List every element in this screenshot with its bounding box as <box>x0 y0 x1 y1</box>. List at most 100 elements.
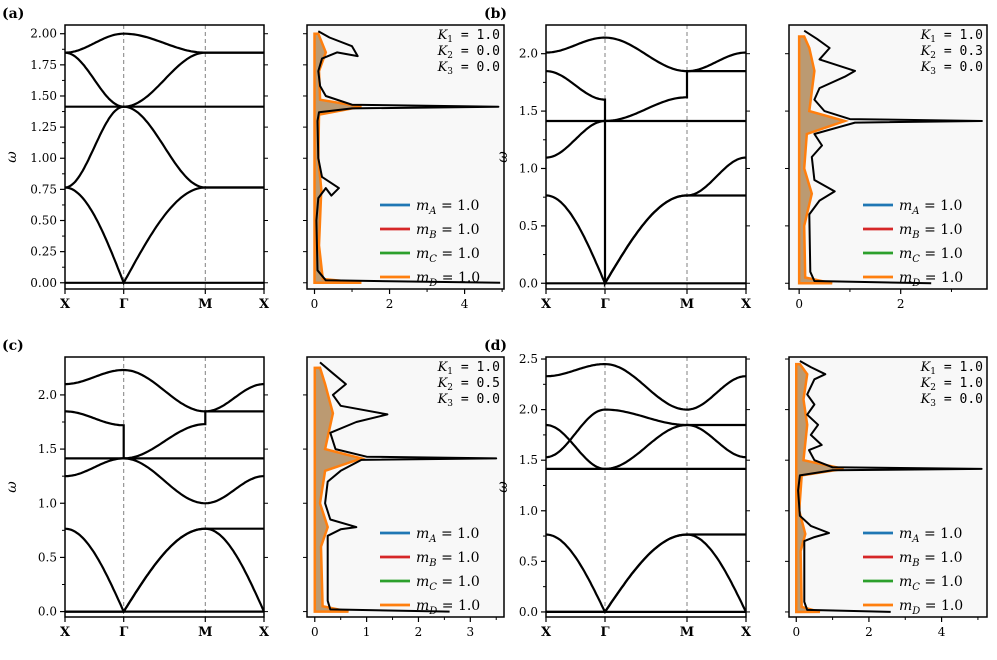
band-line <box>546 70 746 123</box>
legend: mA = 1.0 mB = 1.0 mC = 1.0 mD = 1.0 <box>380 526 480 617</box>
dos-curves <box>797 29 983 285</box>
legend-label-c: mC = 1.0 <box>416 574 480 593</box>
x-tick-label: M <box>680 297 694 312</box>
y-tick-label: 0.0 <box>38 605 57 619</box>
y-tick-label: 2.00 <box>30 27 57 41</box>
param-label-k2: K2 = 0.3 <box>920 44 983 61</box>
y-tick-label: 1.5 <box>519 104 538 118</box>
dos-x-tick-label: 1 <box>363 625 371 639</box>
dos-curves <box>313 30 501 285</box>
band-line <box>546 119 746 288</box>
dos-x-tick-label: 4 <box>938 625 946 639</box>
dos-panel-a: 0 2 4 K1 = 1.0K2 = 0.0K3 = 0.0 mA = 1.0 mB = … <box>303 24 505 311</box>
band-panel-c: 0.0 0.5 1.0 1.5 2.0 X Γ M Xω <box>4 356 270 640</box>
band-panel-d: 0.0 0.5 1.0 1.5 2.0 2.5 X Γ M Xω <box>495 352 752 640</box>
legend-label-b: mB = 1.0 <box>899 222 963 241</box>
dos-x-tick-label: 0 <box>311 297 319 311</box>
y-tick-label: 1.00 <box>30 151 57 165</box>
legend-label-c: mC = 1.0 <box>899 246 963 265</box>
y-axis-label: ω <box>4 481 20 493</box>
band-line <box>546 36 746 73</box>
dos-x-tick-label: 2 <box>386 297 394 311</box>
y-tick-label: 0.50 <box>30 214 57 228</box>
band-line <box>546 408 746 459</box>
x-tick-label: X <box>741 625 752 640</box>
x-tick-label: Γ <box>600 297 610 312</box>
band-lines <box>65 32 264 286</box>
y-tick-label: 1.75 <box>30 58 57 72</box>
param-label-k3: K3 = 0.0 <box>437 392 500 409</box>
partial-dos-fill <box>797 35 850 285</box>
y-tick-label: 1.25 <box>30 120 57 134</box>
param-label-k3: K3 = 0.0 <box>920 392 983 409</box>
plot-panels: 0.000.250.500.751.001.251.501.752.00X Γ M X… <box>4 24 988 640</box>
y-axis-label: ω <box>495 151 511 163</box>
legend-label-d: mD = 1.0 <box>416 598 480 617</box>
legend-label-c: mC = 1.0 <box>416 246 480 265</box>
param-label-k3: K3 = 0.0 <box>920 60 983 77</box>
y-tick-label: 1.5 <box>38 442 57 456</box>
band-panel-a: 0.00 0.25 0.50 0.75 1.00 1.25 1.50 1.75 2.00 X Γ M X… <box>4 24 270 312</box>
band-axes-frame <box>545 356 747 618</box>
dos-x-tick-label: 0 <box>311 625 319 639</box>
band-panel-b: 0.0 0.5 1.0 1.5 2.0 X Γ M Xω <box>495 24 752 312</box>
x-tick-label: X <box>541 625 552 640</box>
band-line <box>546 533 746 615</box>
y-axis-label: ω <box>495 481 511 493</box>
dos-x-tick-label: 2 <box>897 297 905 311</box>
legend-label-b: mB = 1.0 <box>416 550 480 569</box>
legend-label-b: mB = 1.0 <box>899 550 963 569</box>
y-tick-label: 2.5 <box>519 352 538 366</box>
y-tick-label: 1.5 <box>519 453 538 467</box>
y-tick-label: 0.5 <box>38 550 57 564</box>
partial-dos-fill <box>313 366 366 613</box>
band-line <box>65 410 264 460</box>
legend-label-a: mA = 1.0 <box>899 526 962 545</box>
band-lines <box>546 36 746 288</box>
legend-label-d: mD = 1.0 <box>899 598 963 617</box>
legend-label-d: mD = 1.0 <box>416 270 480 289</box>
band-axes-frame <box>64 24 265 290</box>
param-label-k3: K3 = 0.0 <box>437 60 500 77</box>
panel-label-c: (c) <box>2 338 24 354</box>
dos-curves <box>795 360 983 614</box>
param-label-k2: K2 = 1.0 <box>920 376 983 393</box>
param-label-k2: K2 = 0.5 <box>437 376 500 393</box>
band-axes-frame <box>545 24 747 290</box>
band-lines <box>65 368 264 614</box>
y-tick-label: 0.5 <box>519 219 538 233</box>
y-tick-label: 0.0 <box>519 276 538 290</box>
x-tick-label: X <box>541 297 552 312</box>
legend-label-d: mD = 1.0 <box>899 270 963 289</box>
total-dos-line <box>315 30 501 284</box>
band-line <box>65 32 264 54</box>
dos-x-tick-label: 4 <box>461 297 469 311</box>
y-tick-label: 1.0 <box>519 504 538 518</box>
x-tick-label: M <box>198 625 212 640</box>
y-tick-label: 1.0 <box>38 496 57 510</box>
y-tick-label: 0.00 <box>30 276 57 290</box>
dos-panel-c: 0 1 2 3 K1 = 1.0K2 = 0.5K3 = 0.0 mA = 1.0 mB =… <box>303 356 505 639</box>
y-tick-label: 0.75 <box>30 182 57 196</box>
legend: mA = 1.0 mB = 1.0 mC = 1.0 mD = 1.0 <box>863 526 963 617</box>
param-label-k1: K1 = 1.0 <box>920 28 983 45</box>
y-tick-label: 0.0 <box>519 605 538 619</box>
band-line <box>65 186 264 286</box>
x-tick-label: X <box>60 625 71 640</box>
dos-x-tick-label: 2 <box>415 625 423 639</box>
band-line <box>546 533 746 613</box>
dos-background <box>307 25 504 289</box>
dos-background <box>789 357 987 617</box>
dos-x-tick-label: 0 <box>792 625 800 639</box>
band-lines <box>546 363 746 615</box>
legend-label-a: mA = 1.0 <box>416 526 479 545</box>
x-tick-label: Γ <box>119 297 129 312</box>
y-tick-label: 2.0 <box>519 47 538 61</box>
dos-background <box>789 25 987 289</box>
total-dos-line <box>797 360 983 613</box>
x-tick-label: M <box>198 297 212 312</box>
band-line <box>65 368 264 413</box>
band-axes-frame <box>64 356 265 618</box>
total-dos-line <box>319 361 498 613</box>
